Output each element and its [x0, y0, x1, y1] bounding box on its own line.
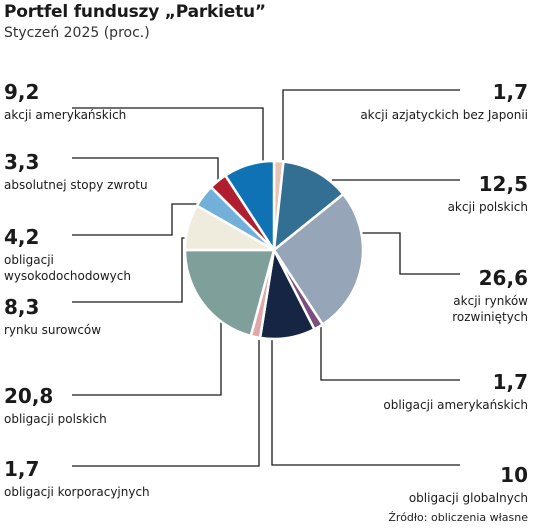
pie-slice	[224, 159, 276, 252]
slice-value: 3,3	[4, 150, 40, 174]
leader-line	[72, 312, 222, 396]
source-note: Źródło: obliczenia własne	[388, 511, 528, 524]
slice-name: obligacji korporacyjnych	[4, 485, 150, 499]
slice-name: absolutnej stopy zwrotu	[4, 178, 148, 192]
slice-name: obligacji polskich	[4, 412, 107, 426]
leader-line	[271, 340, 460, 466]
slice-label-global-bonds: 10 obligacji globalnych	[409, 465, 528, 506]
slice-value: 1,7	[4, 457, 40, 481]
slice-name: obligacji amerykańskich	[383, 398, 528, 412]
slice-label-developed-markets: 26,6 akcji rynków rozwiniętych	[418, 268, 528, 325]
slice-name: akcji azjatyckich bez Japonii	[360, 108, 528, 122]
slice-value: 10	[500, 463, 528, 487]
leader-line	[72, 340, 260, 467]
slice-name: obligacji globalnych	[408, 491, 528, 505]
pie-slice	[272, 192, 365, 326]
slice-label-commodities: 8,3 rynku surowców	[4, 297, 101, 338]
slice-label-absolute-return: 3,3 absolutnej stopy zwrotu	[4, 152, 148, 193]
slice-value: 12,5	[478, 172, 528, 196]
slice-value: 8,3	[4, 295, 40, 319]
slice-name: obligacji wysokodochodowych	[4, 253, 131, 283]
slice-label-us-bonds: 1,7 obligacji amerykańskich	[383, 372, 528, 413]
leader-line	[320, 327, 460, 381]
leader-line	[72, 157, 219, 184]
slice-label-us-equity: 9,2 akcji amerykańskich	[4, 82, 126, 123]
slice-name: akcji amerykańskich	[4, 108, 127, 122]
chart-title: Portfel funduszy „Parkietu”	[4, 2, 266, 22]
slice-value: 9,2	[4, 80, 40, 104]
leader-line	[72, 203, 200, 236]
slice-value: 1,7	[492, 80, 528, 104]
slice-value: 4,2	[4, 225, 40, 249]
pie-slice	[272, 160, 345, 252]
slice-label-corporate-bonds: 1,7 obligacji korporacyjnych	[4, 459, 150, 500]
slice-label-asia: 1,7 akcji azjatyckich bez Japonii	[360, 82, 528, 123]
slice-value: 1,7	[492, 370, 528, 394]
slice-name: akcji rynków rozwiniętych	[452, 294, 528, 324]
pie-slice	[183, 248, 276, 338]
leader-line	[72, 107, 264, 164]
chart-subtitle: Styczeń 2025 (proc.)	[4, 25, 150, 41]
leader-line	[282, 89, 460, 160]
slice-label-poland-equity: 12,5 akcji polskich	[448, 174, 528, 215]
slice-value: 26,6	[478, 266, 528, 290]
slice-value: 20,8	[4, 384, 54, 408]
leader-line	[362, 232, 460, 275]
slice-name: akcji polskich	[447, 200, 528, 214]
slice-name: rynku surowców	[4, 323, 102, 337]
slice-label-polish-bonds: 20,8 obligacji polskich	[4, 386, 107, 427]
slice-label-high-yield: 4,2 obligacji wysokodochodowych	[4, 227, 144, 284]
